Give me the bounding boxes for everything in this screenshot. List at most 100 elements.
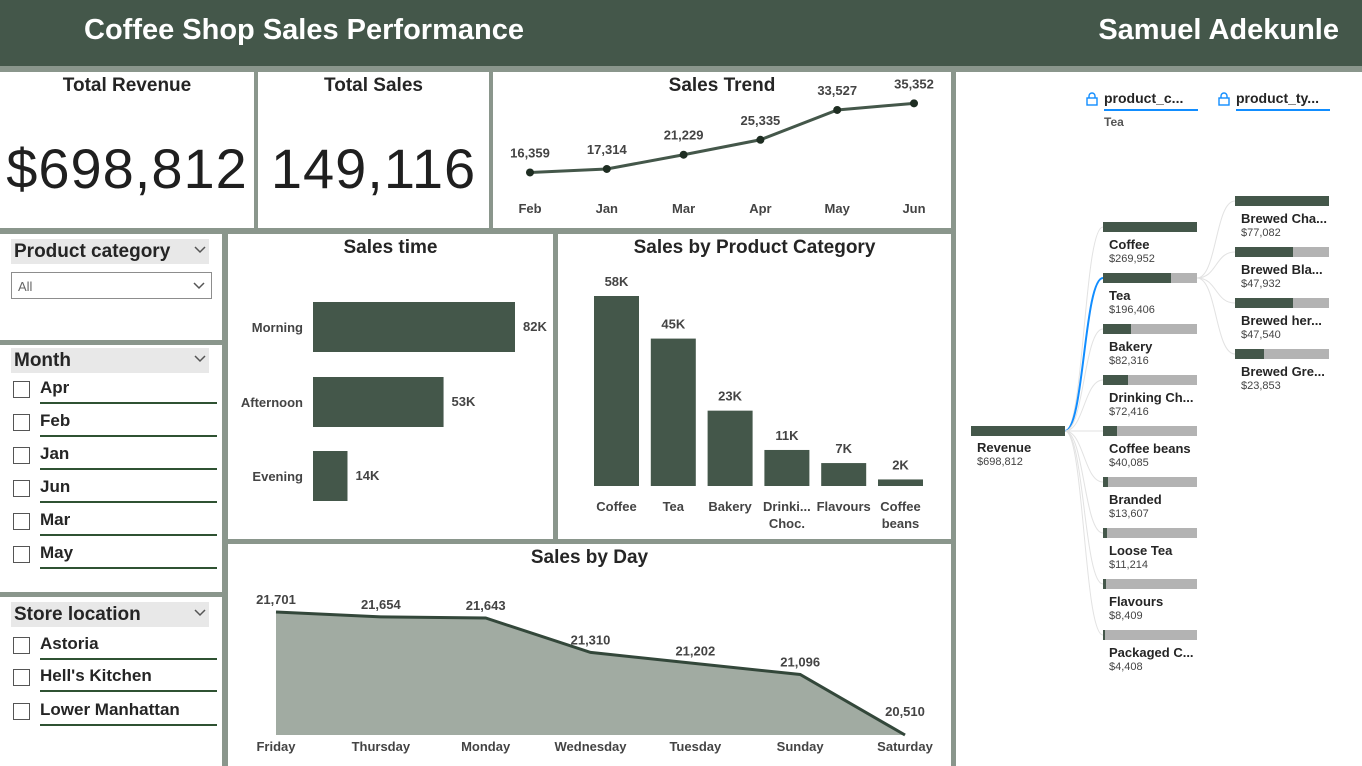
node-bar-fill — [1103, 222, 1197, 232]
data-label: 58K — [605, 274, 629, 289]
category-chart: Sales by Product Category 58K Coffee 45K Te… — [558, 234, 951, 539]
y-tick-label: Morning — [252, 320, 303, 335]
option-label: May — [40, 543, 74, 562]
bar — [821, 463, 867, 486]
selected-link — [1064, 277, 1104, 432]
node-value: $82,316 — [1109, 355, 1149, 367]
x-tick-label: Flavours — [817, 499, 871, 514]
node-label: Packaged C... — [1109, 645, 1194, 660]
data-label: 11K — [775, 428, 799, 443]
chart-title: Sales by Day — [530, 547, 649, 568]
filter-underline — [1236, 109, 1330, 111]
node-bar-fill — [1103, 324, 1132, 334]
checkbox[interactable] — [13, 381, 30, 398]
data-label: 7K — [835, 441, 852, 456]
sales-trend-chart: Sales Trend 16,359 Feb 17,314 Jan 21,229 Mar 2… — [493, 72, 951, 228]
option-label: Apr — [40, 378, 70, 397]
node-label: Branded — [1109, 492, 1162, 507]
location-option[interactable]: Lower Manhattan — [13, 698, 217, 728]
option-label: Astoria — [40, 634, 99, 653]
divider — [40, 402, 217, 404]
node-label: Brewed Cha... — [1241, 211, 1327, 226]
checkbox[interactable] — [13, 513, 30, 530]
checkbox[interactable] — [13, 546, 30, 563]
month-option[interactable]: Feb — [13, 409, 217, 439]
kpi-total-revenue: Total Revenue $698,812 — [0, 72, 254, 228]
bar — [650, 338, 696, 486]
x-tick-label: Feb — [518, 201, 541, 216]
trend-point — [679, 150, 688, 159]
data-label: 23K — [718, 389, 742, 404]
node-bar-fill — [1235, 247, 1294, 257]
trend-point — [833, 105, 842, 114]
node-value: $77,082 — [1241, 227, 1281, 239]
x-tick-label: Coffee — [880, 499, 920, 514]
node-bar-fill — [1103, 477, 1108, 487]
x-tick-label: Monday — [461, 739, 511, 754]
node-bar — [1103, 528, 1197, 538]
node-bar-fill — [1103, 426, 1118, 436]
month-option[interactable]: Jun — [13, 475, 217, 505]
node-value: $47,540 — [1241, 329, 1281, 341]
tree-link — [1064, 430, 1104, 585]
location-option[interactable]: Astoria — [13, 632, 217, 662]
x-tick-label: Bakery — [708, 499, 752, 514]
checkbox[interactable] — [13, 669, 30, 686]
x-tick-label: Saturday — [877, 739, 933, 754]
node-bar-fill — [1235, 298, 1294, 308]
node-label: Bakery — [1109, 339, 1153, 354]
bar — [594, 296, 639, 486]
data-label: 25,335 — [741, 113, 781, 128]
month-option[interactable]: Jan — [13, 442, 217, 472]
option-label: Hell's Kitchen — [40, 666, 152, 685]
node-bar — [1103, 222, 1197, 232]
x-tick-label: Tuesday — [669, 739, 722, 754]
tree-link — [1064, 379, 1104, 432]
month-option[interactable]: Apr — [13, 376, 217, 406]
tree-link — [1064, 430, 1104, 483]
data-label: 16,359 — [510, 145, 550, 160]
node-label: Coffee — [1109, 237, 1150, 252]
data-label: 21,643 — [466, 598, 506, 613]
month-option[interactable]: Mar — [13, 508, 217, 538]
slicer-header[interactable]: Store location — [11, 602, 209, 627]
node-label: Tea — [1109, 288, 1131, 303]
month-option[interactable]: May — [13, 541, 217, 571]
node-label: Flavours — [1109, 594, 1164, 609]
checkbox[interactable] — [13, 480, 30, 497]
node-value: $47,932 — [1241, 278, 1281, 290]
x-tick-label: Coffee — [596, 499, 636, 514]
node-bar-fill — [1103, 375, 1129, 385]
data-label: 21,701 — [256, 592, 296, 607]
node-bar-fill — [1103, 528, 1107, 538]
node-value: $11,214 — [1109, 559, 1148, 571]
node-label: Revenue — [977, 440, 1032, 455]
x-tick-label: Drinki... — [763, 499, 811, 514]
node-bar-fill — [1235, 349, 1265, 359]
tree-link — [1196, 277, 1236, 304]
checkbox[interactable] — [13, 447, 30, 464]
data-label: 21,310 — [571, 632, 611, 647]
node-value: $40,085 — [1109, 457, 1149, 469]
category-dropdown[interactable]: All — [11, 272, 212, 299]
data-label: 20,510 — [885, 704, 925, 719]
location-option[interactable]: Hell's Kitchen — [13, 664, 217, 694]
chevron-down-icon[interactable] — [192, 279, 206, 293]
dropdown-value: All — [18, 279, 33, 294]
chevron-down-icon[interactable] — [193, 606, 207, 620]
checkbox[interactable] — [13, 637, 30, 654]
decomposition-tree: product_c... Tea product_ty... Revenue $698,… — [956, 72, 1362, 766]
slicer-header[interactable]: Product category — [11, 239, 209, 264]
checkbox[interactable] — [13, 703, 30, 720]
data-label: 2K — [892, 457, 909, 472]
checkbox[interactable] — [13, 414, 30, 431]
trend-point — [756, 135, 765, 144]
slicer-header[interactable]: Month — [11, 348, 209, 373]
chevron-down-icon[interactable] — [193, 243, 207, 257]
x-tick-label: Sunday — [777, 739, 825, 754]
data-label: 21,654 — [361, 597, 402, 612]
chevron-down-icon[interactable] — [193, 352, 207, 366]
option-label: Mar — [40, 510, 71, 529]
chart-title: Sales time — [343, 237, 438, 258]
sales-time-plot: Morning 82K Afternoon 53K Evening 14K — [241, 302, 547, 501]
